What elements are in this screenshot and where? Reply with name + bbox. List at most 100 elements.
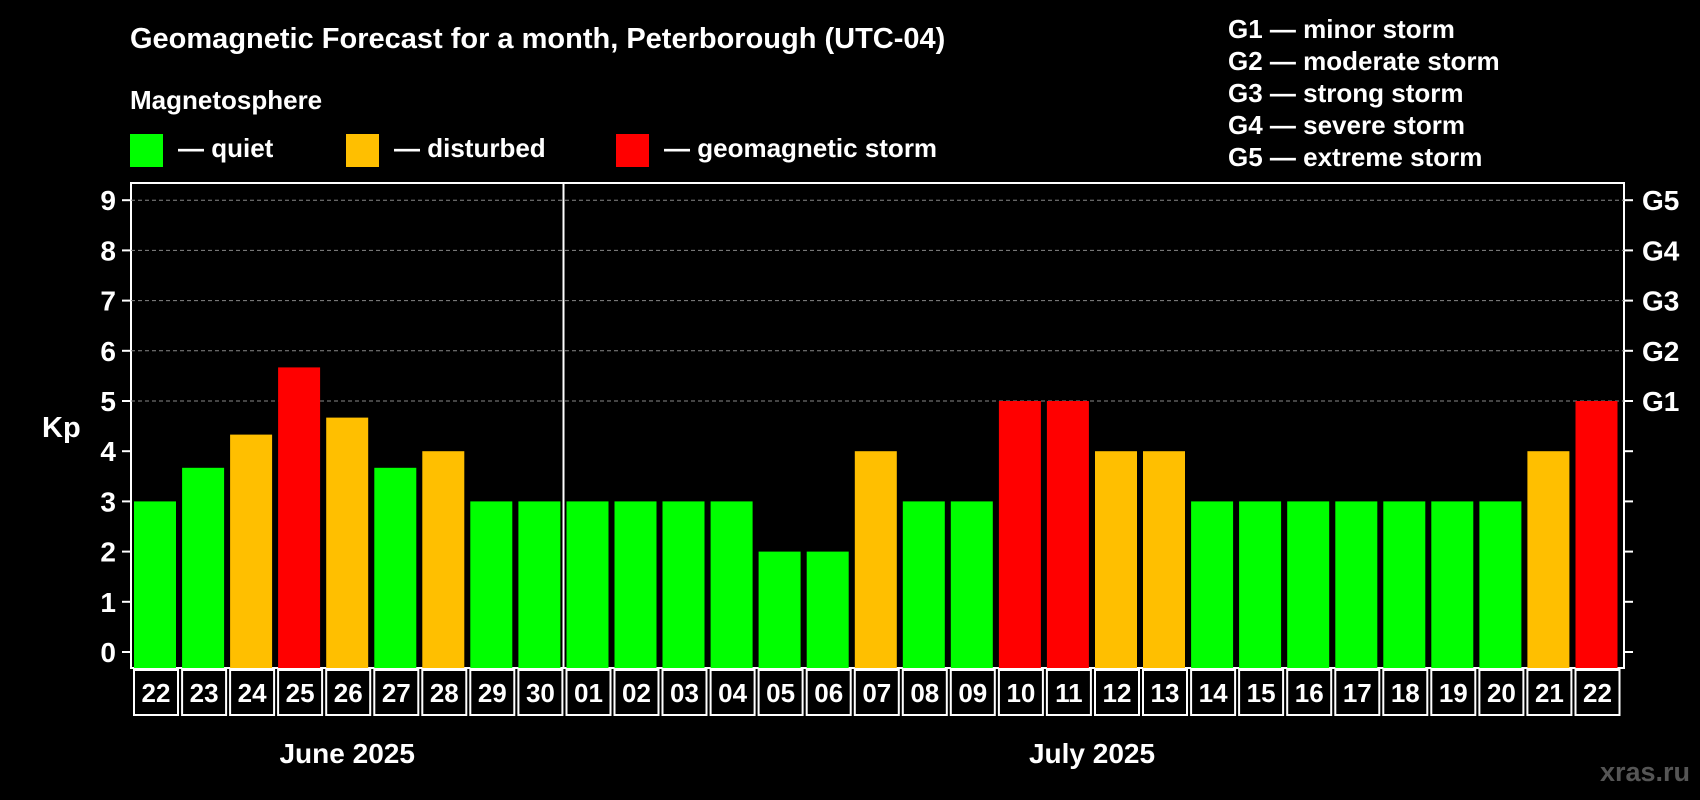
bar-7: [470, 501, 513, 668]
day-label-box: [1574, 669, 1621, 716]
y-tick-label: 4: [100, 436, 116, 467]
bar-12: [710, 501, 753, 668]
grid-lines: [131, 199, 1624, 402]
y-tick-label: 3: [100, 486, 116, 517]
day-label-box: [1430, 669, 1477, 716]
day-label-box: [469, 669, 516, 716]
day-label: 20: [1487, 678, 1516, 708]
y-tick-label: 9: [100, 185, 116, 216]
day-label: 25: [286, 678, 315, 708]
day-label: 09: [958, 678, 987, 708]
day-label: 22: [1583, 678, 1612, 708]
g-scale-item: G4 — severe storm: [1228, 110, 1465, 140]
y-tick-label: 2: [100, 537, 116, 568]
g-level-label: G2: [1642, 336, 1679, 367]
day-label: 01: [574, 678, 603, 708]
day-label: 30: [526, 678, 555, 708]
bar-16: [902, 501, 945, 668]
bar-25: [1335, 501, 1378, 668]
day-label: 16: [1295, 678, 1324, 708]
day-label: 27: [382, 678, 411, 708]
bar-9: [566, 501, 609, 668]
y-tick-label: 1: [100, 587, 116, 618]
y-tick-label: 5: [100, 386, 116, 417]
bar-29: [1527, 451, 1570, 668]
bar-19: [1046, 401, 1089, 668]
day-label-box: [853, 669, 900, 716]
day-label: 15: [1247, 678, 1276, 708]
day-label-box: [901, 669, 948, 716]
day-label: 03: [670, 678, 699, 708]
day-label-box: [229, 669, 276, 716]
y-axis-label: Kp: [42, 412, 81, 444]
g-level-label: G3: [1642, 286, 1679, 317]
day-label: 14: [1199, 678, 1228, 708]
day-label: 06: [814, 678, 843, 708]
day-label-box: [1526, 669, 1573, 716]
day-label: 17: [1343, 678, 1372, 708]
bar-30: [1575, 401, 1618, 668]
bar-8: [518, 501, 561, 668]
legend-swatch-disturbed: [346, 134, 379, 167]
month-label-1: July 2025: [1029, 738, 1155, 769]
y-tick-label: 6: [100, 336, 116, 367]
day-label: 18: [1391, 678, 1420, 708]
day-label: 23: [190, 678, 219, 708]
day-label-box: [1238, 669, 1285, 716]
legend-label-storm: — geomagnetic storm: [664, 133, 937, 163]
g-scale-item: G3 — strong storm: [1228, 78, 1463, 108]
day-label-box: [277, 669, 324, 716]
bar-28: [1479, 501, 1522, 668]
day-label: 02: [622, 678, 651, 708]
day-label: 21: [1535, 678, 1564, 708]
legend-swatch-quiet: [130, 134, 163, 167]
day-label: 08: [910, 678, 939, 708]
legend-label-disturbed: — disturbed: [394, 133, 546, 163]
day-label-box: [1478, 669, 1525, 716]
g-scale-item: G2 — moderate storm: [1228, 46, 1500, 76]
day-label-box: [517, 669, 564, 716]
day-label: 12: [1103, 678, 1132, 708]
day-label-box: [133, 669, 179, 716]
day-label-box: [1142, 669, 1188, 716]
day-label: 11: [1055, 678, 1083, 708]
bars: [134, 367, 1618, 668]
day-label-box: [1334, 669, 1381, 716]
day-label-box: [1190, 669, 1237, 716]
bar-13: [758, 551, 801, 668]
y-tick-label: 8: [100, 235, 116, 266]
day-label-box: [1045, 669, 1092, 716]
day-label: 22: [142, 678, 171, 708]
day-label-box: [1286, 669, 1333, 716]
day-label: 28: [430, 678, 459, 708]
y-tick-label: 0: [100, 637, 116, 668]
bar-14: [806, 551, 849, 668]
day-label-box: [1382, 669, 1429, 716]
bar-15: [854, 451, 897, 668]
g-level-label: G1: [1642, 386, 1679, 417]
bar-4: [326, 417, 369, 668]
bar-2: [230, 434, 273, 668]
day-label: 19: [1439, 678, 1468, 708]
g-level-label: G4: [1642, 235, 1680, 266]
g-scale-item: G5 — extreme storm: [1228, 142, 1482, 172]
month-labels: June 2025 July 2025: [279, 738, 1155, 769]
bar-1: [182, 467, 225, 668]
day-label-box: [565, 669, 612, 716]
day-label-box: [805, 669, 852, 716]
bar-20: [1095, 451, 1137, 668]
day-label-box: [325, 669, 372, 716]
day-label: 10: [1006, 678, 1035, 708]
watermark: xras.ru: [1600, 757, 1690, 787]
bar-3: [278, 367, 321, 668]
day-label: 04: [718, 678, 747, 708]
bar-24: [1287, 501, 1330, 668]
bar-0: [134, 501, 176, 668]
bar-10: [614, 501, 657, 668]
y-tick-label: 7: [100, 286, 116, 317]
day-label-box: [949, 669, 996, 716]
day-label: 29: [478, 678, 507, 708]
legend-label-quiet: — quiet: [178, 133, 274, 163]
bar-26: [1383, 501, 1426, 668]
